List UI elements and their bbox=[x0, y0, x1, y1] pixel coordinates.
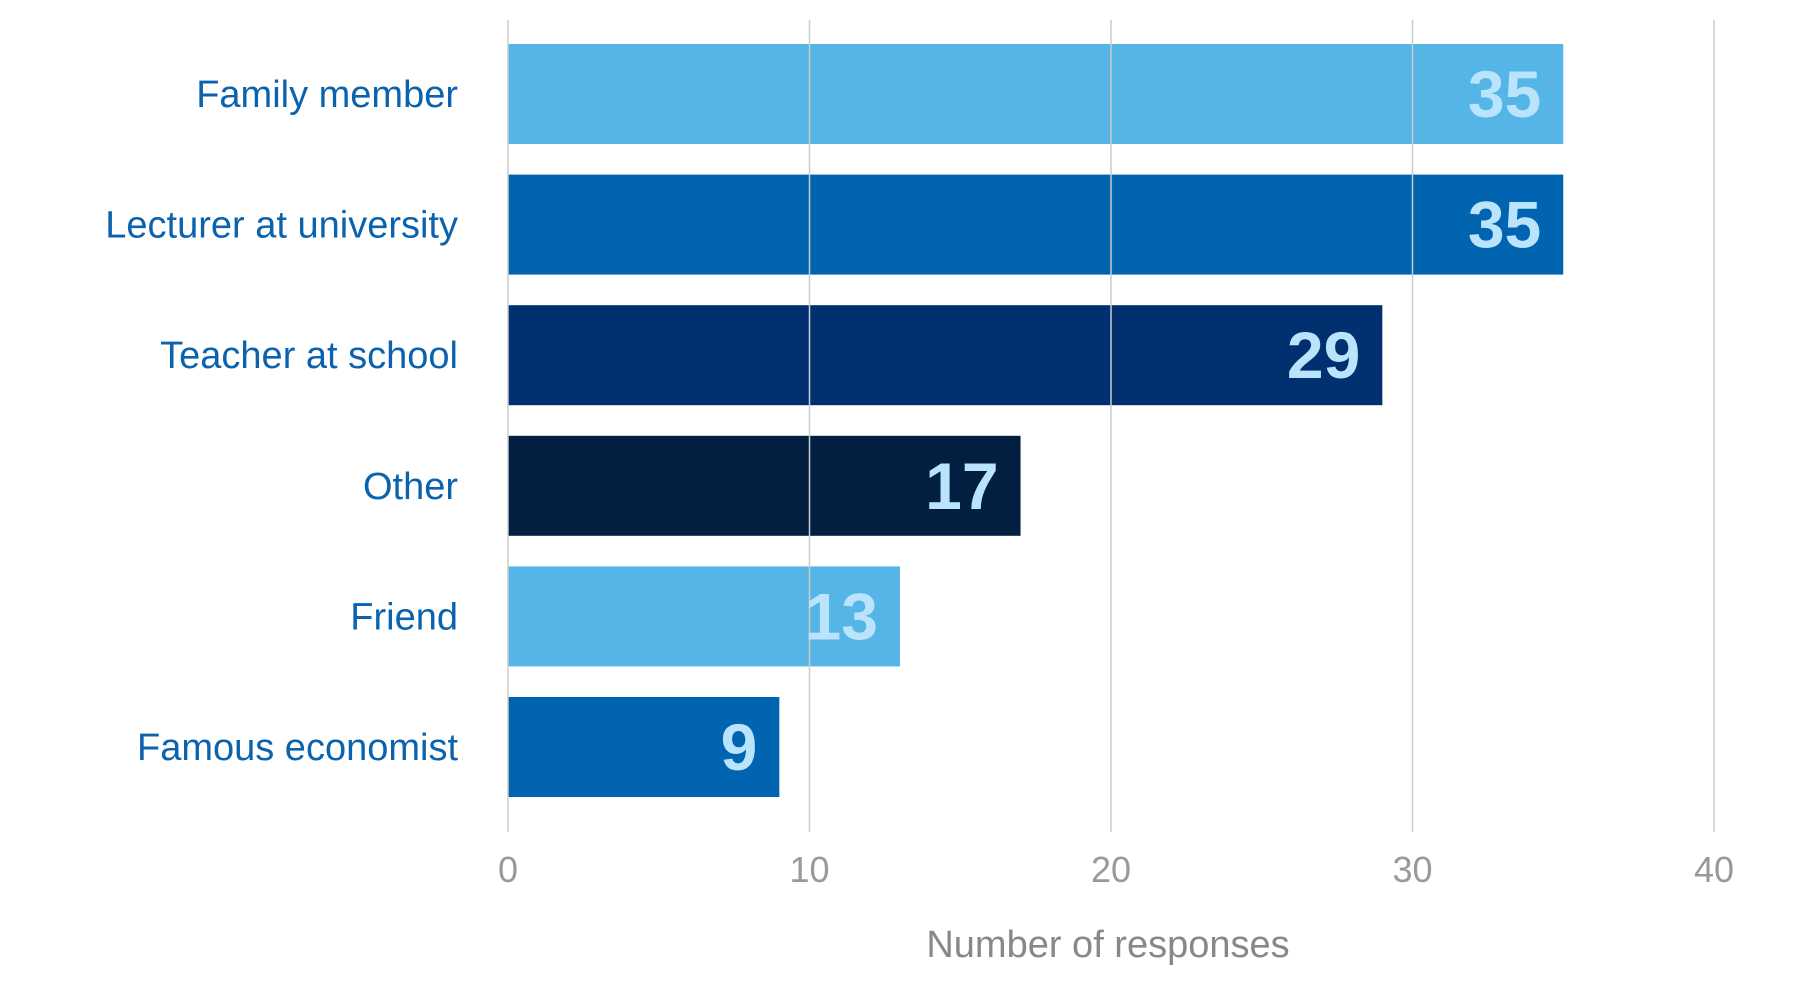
category-label-5: Famous economist bbox=[137, 727, 458, 769]
x-tick-label-3: 30 bbox=[1392, 849, 1432, 890]
x-tick-labels: 0 10 20 30 40 bbox=[498, 849, 1734, 890]
category-label-3: Other bbox=[363, 466, 458, 508]
bar-1 bbox=[508, 174, 1564, 275]
category-label-0: Family member bbox=[196, 74, 458, 116]
x-tick-label-2: 20 bbox=[1091, 849, 1131, 890]
data-label-1: 35 bbox=[1468, 188, 1541, 262]
data-label-2: 29 bbox=[1287, 318, 1360, 392]
data-label-5: 9 bbox=[721, 710, 758, 784]
x-tick-label-4: 40 bbox=[1694, 849, 1734, 890]
category-label-1: Lecturer at university bbox=[105, 205, 458, 247]
bar-3 bbox=[508, 435, 1021, 536]
category-labels: Family member Lecturer at university Teach… bbox=[105, 74, 458, 769]
bar-4 bbox=[508, 566, 900, 667]
bar-0 bbox=[508, 44, 1564, 144]
x-axis-title: Number of responses bbox=[926, 924, 1289, 966]
gridlines bbox=[507, 20, 1715, 832]
data-label-3: 17 bbox=[925, 449, 998, 523]
bar-2 bbox=[508, 305, 1383, 406]
bars bbox=[508, 44, 1564, 797]
x-tick-label-0: 0 bbox=[498, 849, 518, 890]
data-label-0: 35 bbox=[1468, 57, 1541, 131]
category-label-2: Teacher at school bbox=[160, 335, 458, 377]
category-label-4: Friend bbox=[350, 596, 458, 638]
data-labels: 35 35 29 17 13 9 bbox=[721, 57, 1542, 784]
x-tick-label-1: 10 bbox=[789, 849, 829, 890]
bar-5 bbox=[508, 697, 780, 797]
data-label-4: 13 bbox=[805, 579, 878, 653]
